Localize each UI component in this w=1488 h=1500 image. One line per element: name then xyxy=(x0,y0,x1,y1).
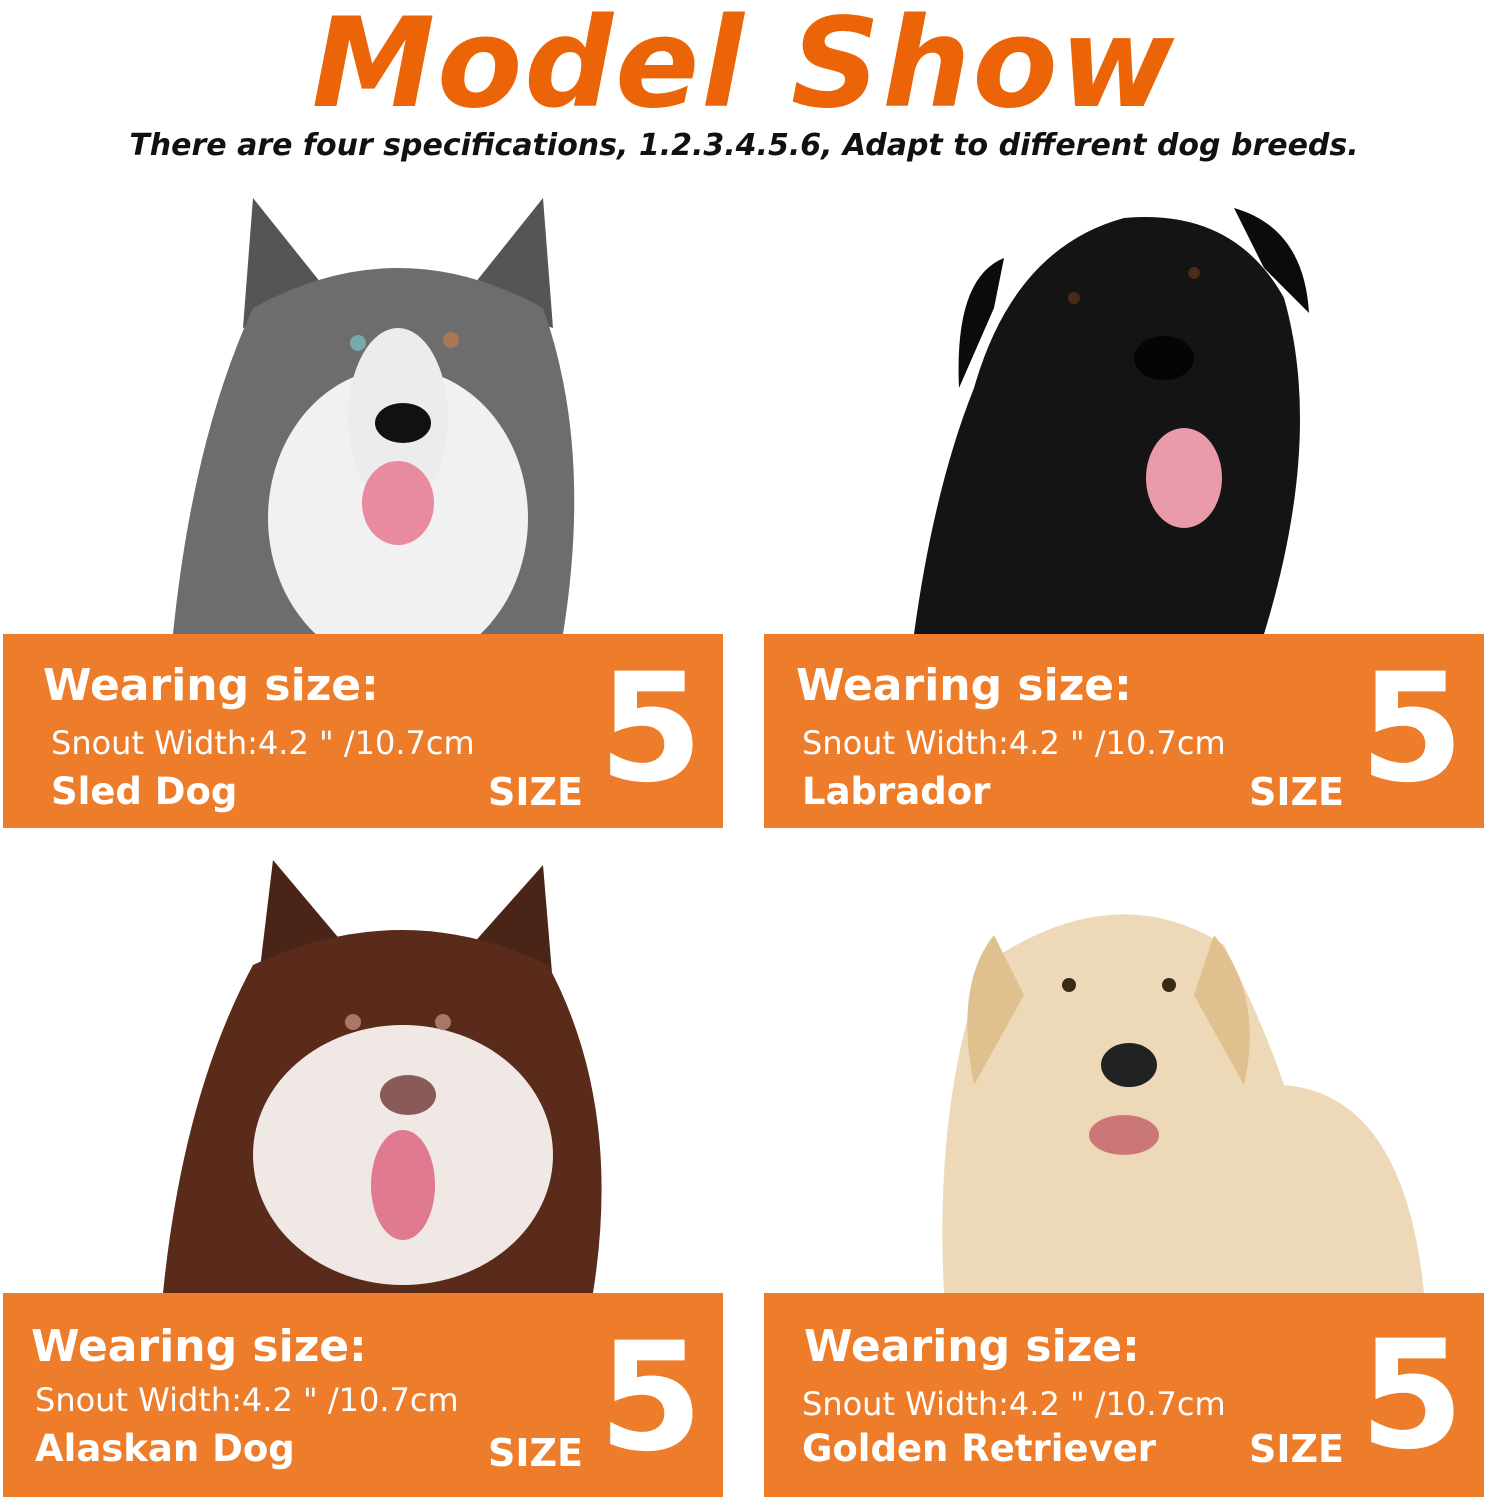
size-number: 5 xyxy=(1359,642,1464,816)
breed-name: Labrador xyxy=(802,770,991,813)
size-number: 5 xyxy=(598,1311,703,1485)
size-panel-labrador: Wearing size: Snout Width:4.2 " /10.7cm … xyxy=(764,634,1484,828)
size-label: SIZE xyxy=(487,770,583,814)
size-panel-alaskan-dog: Wearing size: Snout Width:4.2 " /10.7cm … xyxy=(3,1293,723,1497)
black-labrador-photo xyxy=(914,208,1309,634)
husky-photo xyxy=(173,198,575,634)
size-number: 5 xyxy=(1359,1309,1464,1483)
snout-width: Snout Width:4.2 " /10.7cm xyxy=(802,1385,1226,1423)
snout-width: Snout Width:4.2 " /10.7cm xyxy=(51,724,475,762)
size-label: SIZE xyxy=(1248,1427,1344,1471)
golden-retriever-photo xyxy=(942,914,1424,1293)
size-label: SIZE xyxy=(1248,770,1344,814)
size-label: SIZE xyxy=(487,1431,583,1475)
page-title: Model Show xyxy=(311,0,1177,136)
snout-width: Snout Width:4.2 " /10.7cm xyxy=(35,1381,459,1419)
wearing-size-heading: Wearing size: xyxy=(31,1321,367,1372)
snout-width: Snout Width:4.2 " /10.7cm xyxy=(802,724,1226,762)
breed-name: Alaskan Dog xyxy=(35,1427,295,1470)
breed-name: Golden Retriever xyxy=(802,1427,1157,1470)
size-panel-sled-dog: Wearing size: Snout Width:4.2 " /10.7cm … xyxy=(3,634,723,828)
alaskan-malamute-photo xyxy=(163,860,602,1293)
size-panel-golden-retriever: Wearing size: Snout Width:4.2 " /10.7cm … xyxy=(764,1293,1484,1497)
breed-name: Sled Dog xyxy=(51,770,238,813)
wearing-size-heading: Wearing size: xyxy=(796,660,1132,711)
size-number: 5 xyxy=(598,642,703,816)
wearing-size-heading: Wearing size: xyxy=(43,660,379,711)
wearing-size-heading: Wearing size: xyxy=(804,1321,1140,1372)
page-subtitle: There are four specifications, 1.2.3.4.5… xyxy=(129,128,1359,163)
